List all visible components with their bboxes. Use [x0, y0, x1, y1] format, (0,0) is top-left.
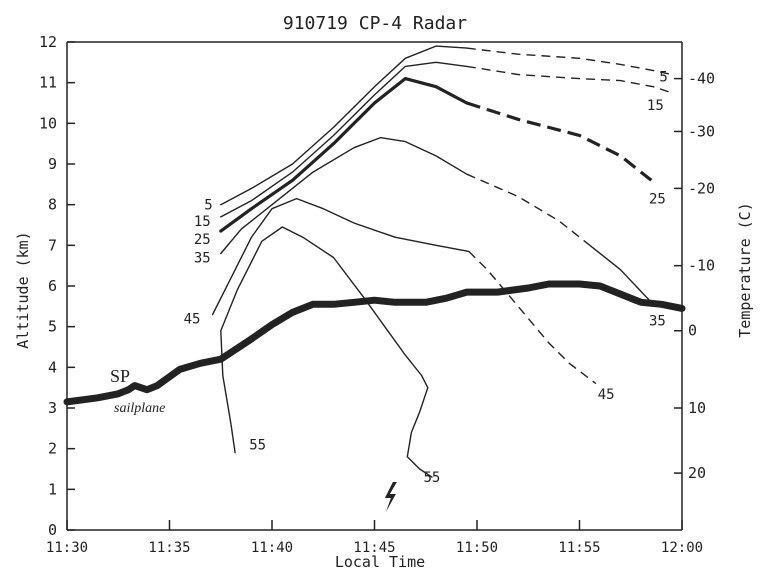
y-tick-label: 2	[48, 440, 57, 458]
y-tick-label: 3	[48, 399, 57, 417]
contour-15-series	[220, 61, 673, 218]
contour-5-dashed-line	[466, 47, 672, 76]
y2-tick-label: -30	[688, 122, 715, 140]
y-tick-label: 5	[48, 318, 57, 336]
contour-35-dashed-line	[466, 173, 591, 246]
x-tick-label: 11:45	[353, 540, 395, 556]
y-tick-label: 1	[48, 480, 57, 498]
contour-45-dashed-line	[468, 250, 597, 385]
x-tick-label: 11:55	[558, 540, 600, 556]
y-tick-label: 11	[39, 74, 57, 92]
contour-25-dashed-line	[466, 101, 653, 182]
y2-axis: -40 -30 -20 -10 0 10 20	[674, 70, 715, 482]
x-tick-label: 11:35	[148, 540, 190, 556]
contour-25-series	[219, 77, 653, 233]
contour-label: 35	[649, 314, 666, 330]
contour-label: 25	[649, 192, 666, 208]
contour-5-solid-line	[220, 45, 468, 206]
x-tick-label: 12:00	[661, 540, 703, 556]
contour-45-solid-line	[211, 197, 470, 316]
y-axis-label: Altitude (km)	[14, 231, 32, 348]
contour-45-series	[211, 197, 597, 385]
y-tick-label: 7	[48, 236, 57, 254]
x-tick-label: 11:30	[46, 540, 88, 556]
contour-35-series	[220, 136, 652, 303]
contour-15-dashed-line	[466, 65, 673, 94]
y2-tick-label: 20	[688, 464, 706, 482]
x-tick-label: 11:50	[456, 540, 498, 556]
chart-title: 910719 CP-4 Radar	[283, 13, 467, 34]
contour-label: 15	[194, 214, 211, 230]
y-tick-label: 10	[39, 114, 57, 132]
y-tick-label: 12	[39, 33, 57, 51]
y2-tick-label: 0	[688, 322, 697, 340]
contour-35-solid-line	[220, 136, 468, 255]
series-layer	[63, 45, 686, 478]
contour-35-solid-line-2	[589, 244, 652, 303]
x-axis: 11:30 11:35 11:40 11:45 11:50 11:55 12:00	[46, 520, 703, 556]
y-tick-label: 0	[48, 521, 57, 539]
y-tick-label: 8	[48, 196, 57, 214]
sp-label: SP	[110, 366, 130, 386]
contour-label: 5	[659, 70, 667, 86]
contour-label: 25	[194, 232, 211, 248]
y2-tick-label: -20	[688, 179, 715, 197]
contour-5-series	[220, 45, 672, 206]
contour-label: 45	[184, 312, 201, 328]
contour-label: 35	[194, 251, 211, 267]
x-tick-label: 11:40	[251, 540, 293, 556]
y2-tick-label: -40	[688, 70, 715, 88]
contour-15-solid-line	[220, 61, 468, 218]
y-tick-label: 6	[48, 277, 57, 295]
contour-label: 55	[423, 470, 440, 486]
contour-label: 45	[598, 387, 615, 403]
y2-tick-label: 10	[688, 399, 706, 417]
contour-label: 55	[249, 438, 266, 454]
contour-label: 5	[204, 198, 212, 214]
contour-label: 15	[647, 98, 664, 114]
contour-sp-series	[63, 280, 686, 406]
contour-sp-solid-line	[63, 280, 686, 406]
y-tick-label: 9	[48, 155, 57, 173]
lightning-icon	[384, 482, 397, 512]
y2-axis-label: Temperature (C)	[736, 202, 754, 337]
contour-25-solid-line	[219, 77, 469, 233]
sailplane-note: sailplane	[114, 401, 165, 416]
x-axis-label: Local Time	[335, 553, 425, 571]
y2-tick-label: -10	[688, 257, 715, 275]
y-tick-label: 4	[48, 358, 57, 376]
